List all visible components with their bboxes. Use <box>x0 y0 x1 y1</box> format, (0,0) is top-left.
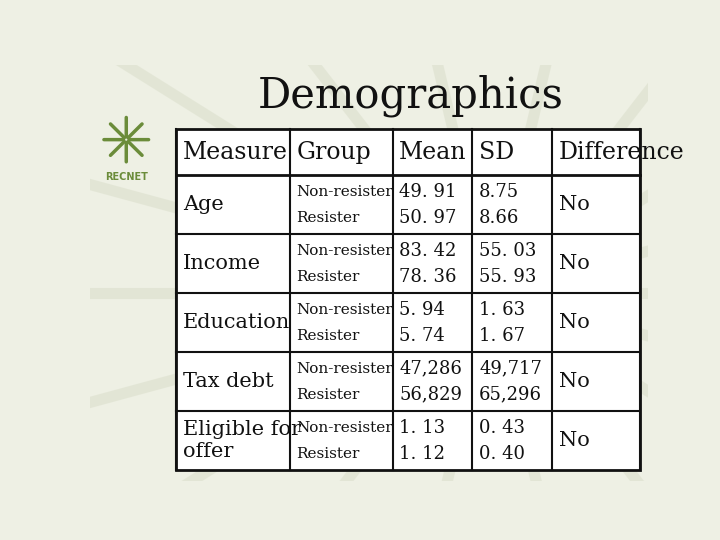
Text: Resister: Resister <box>297 270 360 284</box>
Text: 0. 40: 0. 40 <box>479 444 525 463</box>
Text: Non-resister: Non-resister <box>297 185 393 199</box>
Bar <box>176 129 639 470</box>
Text: 50. 97: 50. 97 <box>400 209 456 227</box>
Text: Tax debt: Tax debt <box>183 372 274 391</box>
Text: Non-resister: Non-resister <box>297 244 393 258</box>
Text: 1. 63: 1. 63 <box>479 301 525 319</box>
Text: Group: Group <box>297 141 371 164</box>
Text: 49,717: 49,717 <box>479 360 542 378</box>
Text: Difference: Difference <box>559 141 685 164</box>
Text: 56,829: 56,829 <box>400 386 462 404</box>
Text: Resister: Resister <box>297 329 360 343</box>
Text: 47,286: 47,286 <box>400 360 462 378</box>
Text: 55. 03: 55. 03 <box>479 242 536 260</box>
Text: 78. 36: 78. 36 <box>400 268 456 286</box>
Text: Non-resister: Non-resister <box>297 421 393 435</box>
Text: No: No <box>559 195 590 214</box>
Text: Resister: Resister <box>297 447 360 461</box>
Text: Measure: Measure <box>183 141 288 164</box>
Text: Resister: Resister <box>297 211 360 225</box>
Text: Age: Age <box>183 195 224 214</box>
Text: 1. 13: 1. 13 <box>400 418 446 437</box>
Text: Demographics: Demographics <box>258 75 564 117</box>
Text: 49. 91: 49. 91 <box>400 183 456 201</box>
Text: 8.75: 8.75 <box>479 183 519 201</box>
Text: 5. 94: 5. 94 <box>400 301 445 319</box>
Text: Income: Income <box>183 254 261 273</box>
Text: No: No <box>559 313 590 332</box>
Text: Eligible for
offer: Eligible for offer <box>183 420 301 461</box>
Text: RECNET: RECNET <box>105 172 148 182</box>
Text: No: No <box>559 372 590 391</box>
Text: 65,296: 65,296 <box>479 386 542 404</box>
Text: 5. 74: 5. 74 <box>400 327 445 345</box>
Text: No: No <box>559 254 590 273</box>
Text: 8.66: 8.66 <box>479 209 519 227</box>
Text: 1. 12: 1. 12 <box>400 444 445 463</box>
Text: 1. 67: 1. 67 <box>479 327 525 345</box>
Text: Resister: Resister <box>297 388 360 402</box>
Text: SD: SD <box>479 141 514 164</box>
Text: 0. 43: 0. 43 <box>479 418 525 437</box>
Text: 83. 42: 83. 42 <box>400 242 456 260</box>
Text: Non-resister: Non-resister <box>297 303 393 317</box>
Text: No: No <box>559 431 590 450</box>
Text: Education: Education <box>183 313 290 332</box>
Text: Mean: Mean <box>400 141 467 164</box>
Text: 55. 93: 55. 93 <box>479 268 536 286</box>
Text: Non-resister: Non-resister <box>297 362 393 376</box>
